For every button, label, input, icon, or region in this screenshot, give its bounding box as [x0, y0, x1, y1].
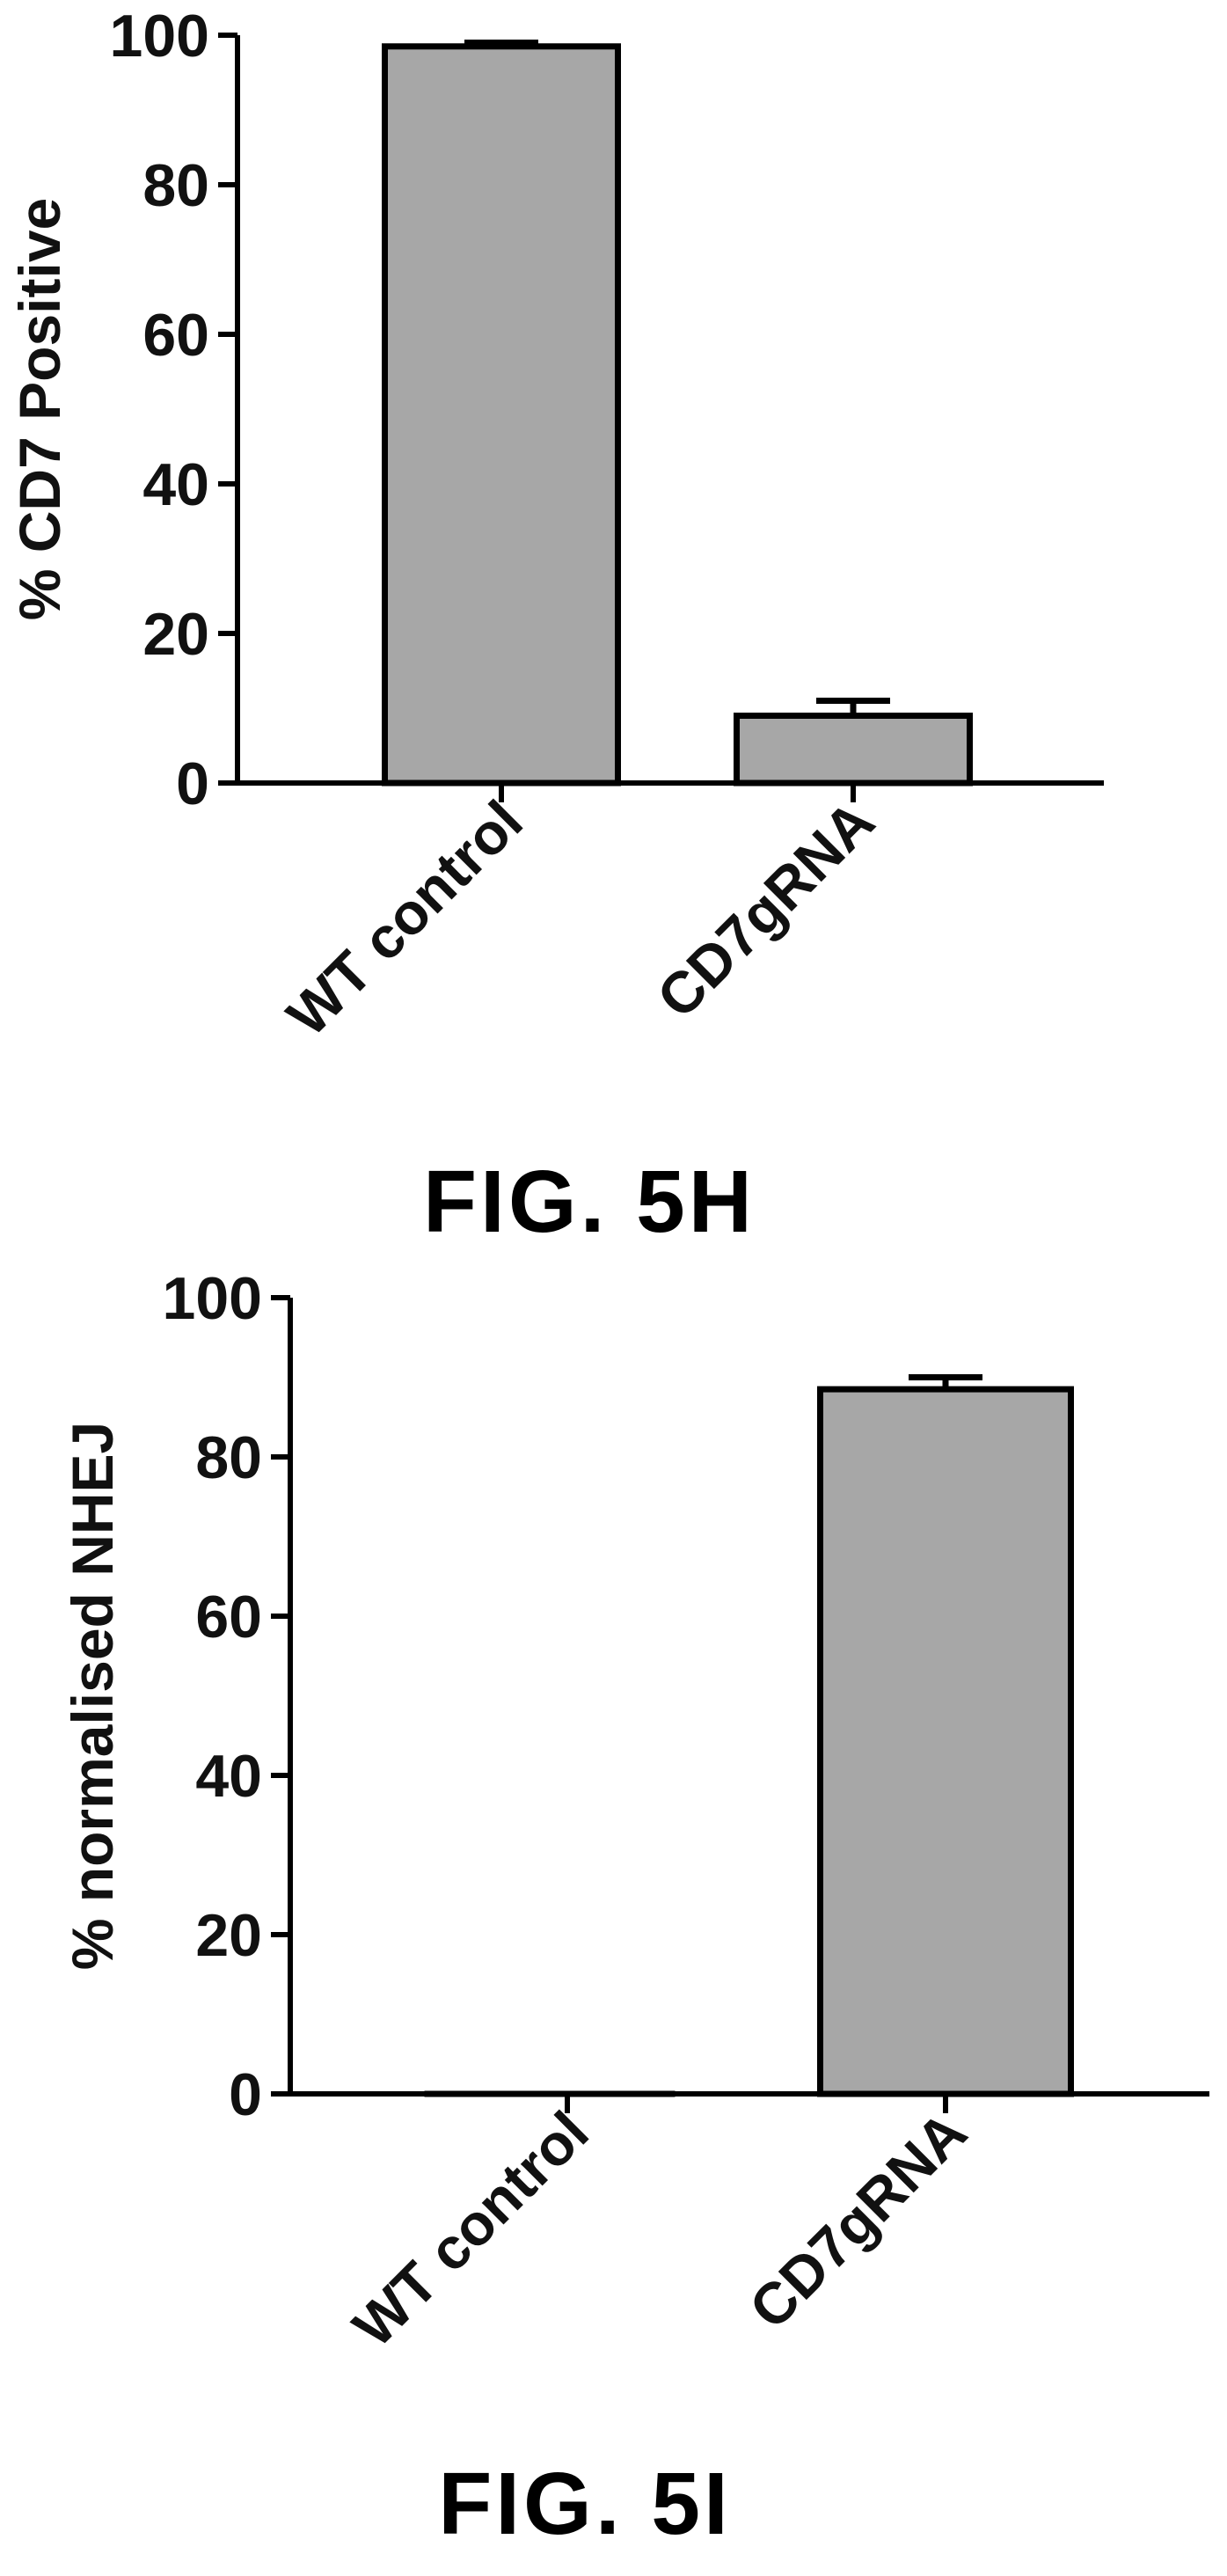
- y-tick-label: 40: [195, 1743, 262, 1810]
- x-category-label: CD7gRNA: [737, 2099, 979, 2341]
- y-axis-title: % normalised NHEJ: [60, 1422, 125, 1971]
- x-category-label: WT control: [340, 2099, 601, 2360]
- figure-caption: FIG. 5H: [423, 1153, 756, 1251]
- figure-caption: FIG. 5I: [438, 2455, 732, 2553]
- chart-panel-5h: 0 20 40 60 80 100 % CD7 Positive WT control CD7g…: [7, 3, 1104, 1251]
- y-tick-label: 40: [142, 451, 209, 518]
- bar: [734, 713, 973, 787]
- y-axis-title: % CD7 Positive: [7, 198, 72, 621]
- y-tick-label: 80: [195, 1424, 262, 1491]
- y-tick-label: 60: [142, 302, 209, 369]
- y-tick-label: 100: [163, 1265, 262, 1332]
- y-tick-label: 0: [229, 2061, 262, 2128]
- y-tick-label: 60: [195, 1584, 262, 1650]
- y-tick-label: 80: [142, 152, 209, 219]
- y-tick-label: 20: [195, 1902, 262, 1969]
- chart-panel-5i: 0 20 40 60 80 100 % normalised NHEJ WT control C…: [60, 1265, 1209, 2553]
- bar: [382, 43, 621, 787]
- y-tick-label: 0: [176, 750, 209, 817]
- y-tick-label: 100: [110, 3, 209, 70]
- bar: [817, 1386, 1074, 2097]
- x-category-label: CD7gRNA: [645, 788, 887, 1030]
- x-category-label: WT control: [274, 788, 535, 1049]
- y-tick-label: 20: [142, 601, 209, 668]
